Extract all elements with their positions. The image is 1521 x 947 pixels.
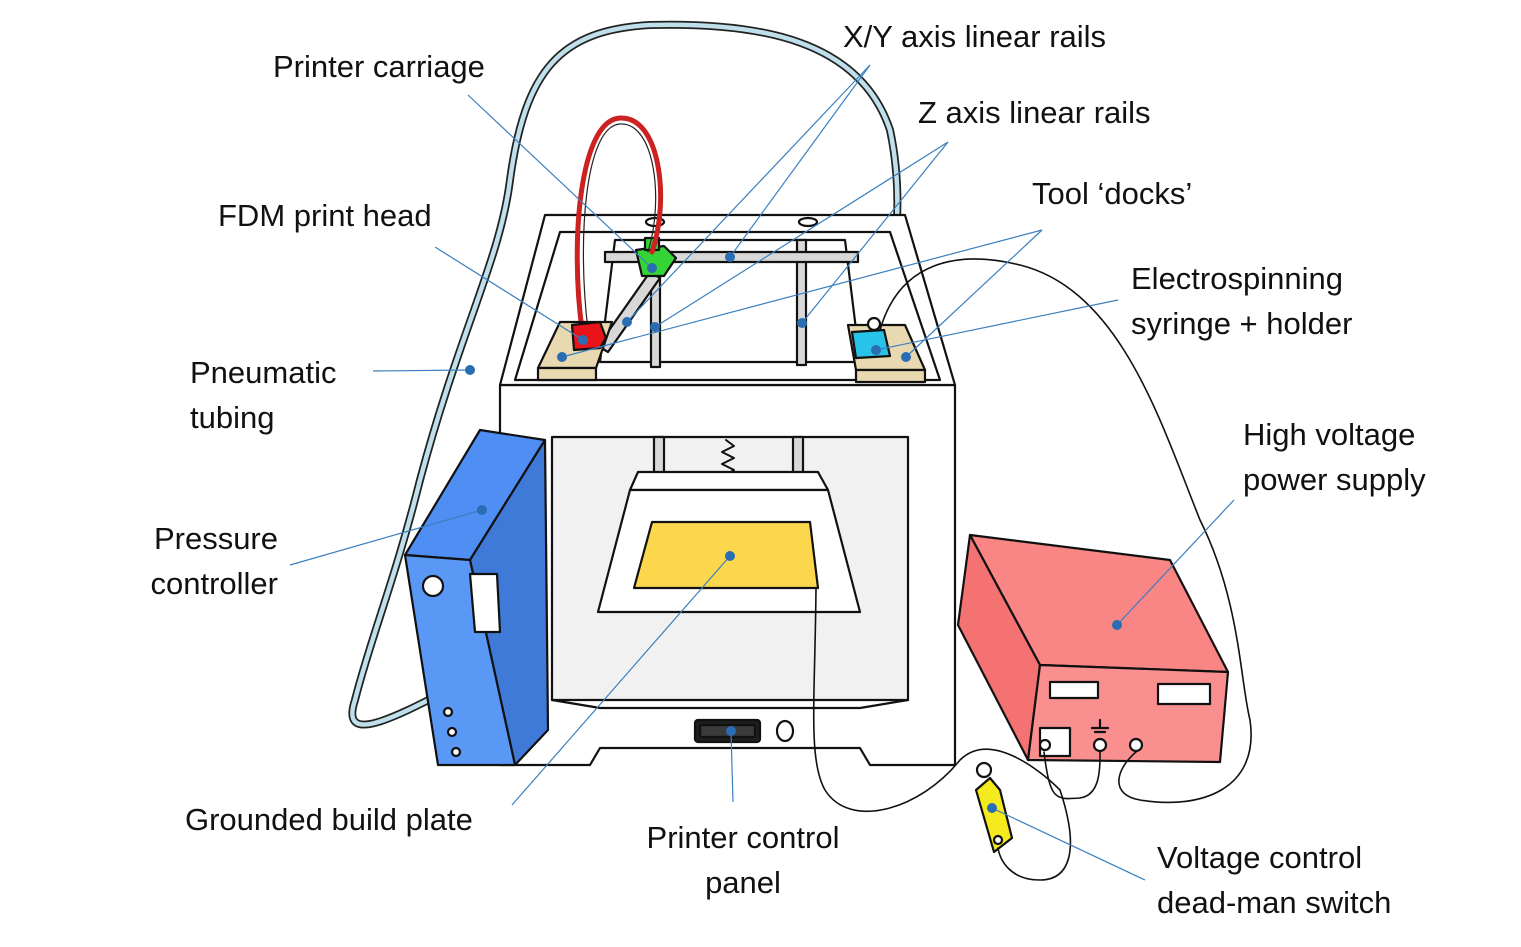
deadman-switch: [974, 761, 1014, 854]
label-pressure-controller-line2: controller: [150, 566, 279, 601]
label-deadman-line2: dead-man switch: [1157, 885, 1392, 920]
label-pneumatic-line1: Pneumatic: [190, 355, 337, 390]
pressure-controller-box: [403, 428, 550, 767]
label-grounded-plate: Grounded build plate: [185, 802, 473, 837]
label-pneumatic: Pneumatic tubing: [190, 350, 336, 440]
label-high-voltage-line2: power supply: [1243, 462, 1426, 497]
label-printer-carriage: Printer carriage: [273, 49, 485, 84]
label-high-voltage: High voltage power supply: [1243, 412, 1426, 502]
lead-screw: [721, 439, 735, 476]
dot-electrospinning: [871, 345, 881, 355]
dot-carriage: [647, 263, 657, 273]
leader-lines: [289, 64, 1235, 881]
label-pneumatic-line2: tubing: [190, 400, 275, 435]
pneumatic-tubing: [348, 20, 902, 729]
anchor-dots: [465, 252, 1122, 813]
heater-cable: [574, 115, 664, 333]
label-z-rails: Z axis linear rails: [918, 95, 1151, 130]
label-fdm-head: FDM print head: [218, 198, 432, 233]
dot-dock-left: [557, 352, 567, 362]
label-control-panel: Printer control panel: [628, 815, 858, 905]
label-deadman: Voltage control dead-man switch: [1157, 835, 1391, 925]
dot-fdm-head: [578, 335, 588, 345]
label-control-panel-line2: panel: [705, 865, 781, 900]
label-xy-rails: X/Y axis linear rails: [843, 19, 1107, 54]
power-supply-box: [956, 533, 1230, 764]
dot-deadman: [987, 803, 997, 813]
dot-dock-right: [901, 352, 911, 362]
dot-z-rail-2: [797, 318, 807, 328]
label-electrospinning: Electrospinning syringe + holder: [1131, 256, 1352, 346]
label-high-voltage-line1: High voltage: [1243, 417, 1416, 452]
dot-build-plate: [725, 551, 735, 561]
dot-pressure-controller: [477, 505, 487, 515]
dot-control-panel: [726, 726, 736, 736]
dot-xy-rail-2: [622, 317, 632, 327]
dot-z-rail-1: [650, 322, 660, 332]
label-pressure-controller: Pressure controller: [128, 516, 279, 606]
label-deadman-line1: Voltage control: [1157, 840, 1363, 875]
label-pressure-controller-line1: Pressure: [153, 521, 278, 556]
label-electrospinning-line1: Electrospinning: [1131, 261, 1343, 296]
label-control-panel-line1: Printer control: [646, 820, 840, 855]
dot-pneumatic: [465, 365, 475, 375]
dot-power-supply: [1112, 620, 1122, 630]
dot-xy-rail-1: [725, 252, 735, 262]
label-electrospinning-line2: syringe + holder: [1131, 306, 1353, 341]
label-tool-docks: Tool ‘docks’: [1032, 176, 1193, 211]
control-panel: [693, 718, 795, 744]
cables: [812, 258, 1252, 881]
